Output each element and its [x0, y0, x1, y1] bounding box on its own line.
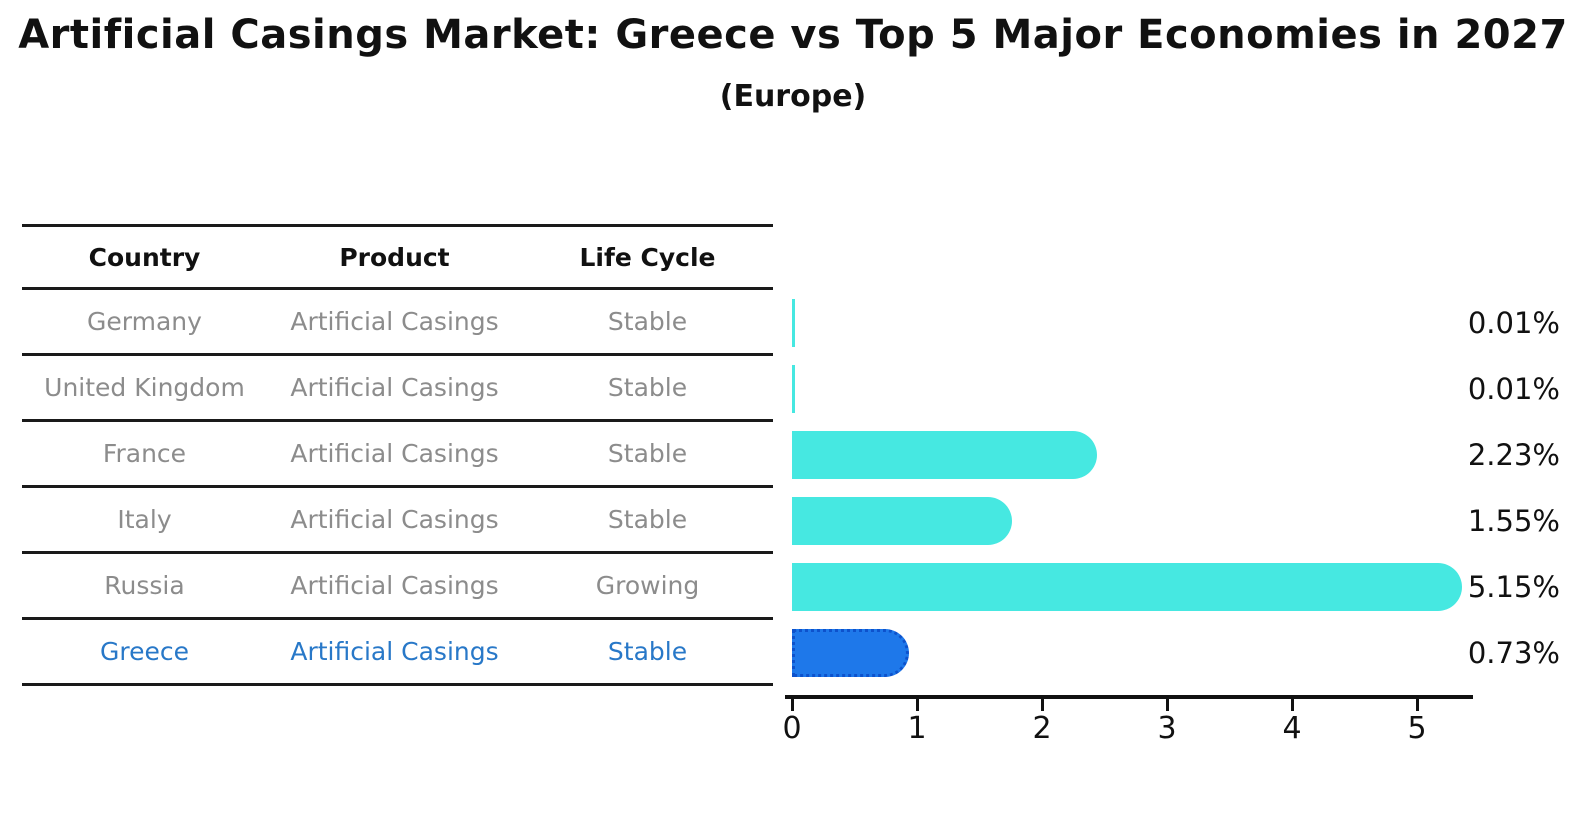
- x-tick: [916, 699, 919, 711]
- table-row-russia: Russia Artificial Casings Growing: [22, 554, 773, 620]
- cell-country: United Kingdom: [44, 373, 245, 402]
- country-table: Country Product Life Cycle Germany Artif…: [22, 224, 773, 686]
- x-axis-line: [785, 695, 1473, 699]
- x-tick-label: 4: [1282, 711, 1302, 746]
- bar-plot-area: [792, 290, 1492, 686]
- cell-country: Greece: [100, 637, 189, 666]
- table-row-france: France Artificial Casings Stable: [22, 422, 773, 488]
- x-tick-label: 1: [907, 711, 927, 746]
- bar-france: [792, 431, 1097, 479]
- cell-life-cycle: Growing: [595, 571, 700, 600]
- table-row-greece: Greece Artificial Casings Stable: [22, 620, 773, 686]
- cell-life-cycle: Stable: [607, 637, 688, 666]
- value-label-greece: 0.73%: [1467, 636, 1560, 670]
- x-tick: [791, 699, 794, 711]
- x-tick: [1041, 699, 1044, 711]
- cell-life-cycle: Stable: [607, 307, 688, 336]
- x-tick-label: 0: [782, 711, 802, 746]
- cell-product: Artificial Casings: [290, 307, 499, 336]
- cell-country: France: [102, 439, 187, 468]
- cell-life-cycle: Stable: [607, 505, 688, 534]
- chart-subtitle: (Europe): [719, 79, 867, 114]
- value-label-france: 2.23%: [1467, 438, 1560, 472]
- bar-italy: [792, 497, 1012, 545]
- cell-product: Artificial Casings: [290, 373, 499, 402]
- cell-country: Germany: [87, 307, 202, 336]
- x-tick: [1291, 699, 1294, 711]
- cell-country: Russia: [104, 571, 185, 600]
- x-tick: [1416, 699, 1419, 711]
- bar-united-kingdom: [792, 365, 795, 413]
- cell-product: Artificial Casings: [290, 637, 499, 666]
- cell-life-cycle: Stable: [607, 439, 688, 468]
- table-row-italy: Italy Artificial Casings Stable: [22, 488, 773, 554]
- cell-product: Artificial Casings: [290, 571, 499, 600]
- table-header-row: Country Product Life Cycle: [22, 224, 773, 290]
- bar-russia: [792, 563, 1462, 611]
- cell-product: Artificial Casings: [290, 439, 499, 468]
- table-header-country: Country: [88, 242, 201, 272]
- x-tick-label: 3: [1157, 711, 1177, 746]
- cell-product: Artificial Casings: [290, 505, 499, 534]
- table-row-germany: Germany Artificial Casings Stable: [22, 290, 773, 356]
- value-label-russia: 5.15%: [1467, 570, 1560, 604]
- x-tick: [1166, 699, 1169, 711]
- bar-germany: [792, 299, 795, 347]
- value-label-italy: 1.55%: [1467, 504, 1560, 538]
- cell-country: Italy: [117, 505, 172, 534]
- x-tick-label: 2: [1032, 711, 1052, 746]
- chart-title: Artificial Casings Market: Greece vs Top…: [18, 12, 1568, 58]
- table-header-life-cycle: Life Cycle: [579, 242, 716, 272]
- x-tick-label: 5: [1407, 711, 1427, 746]
- table-header-product: Product: [339, 242, 450, 272]
- bar-greece: [792, 629, 910, 677]
- value-label-united-kingdom: 0.01%: [1467, 372, 1560, 406]
- value-label-germany: 0.01%: [1467, 306, 1560, 340]
- cell-life-cycle: Stable: [607, 373, 688, 402]
- table-row-united-kingdom: United Kingdom Artificial Casings Stable: [22, 356, 773, 422]
